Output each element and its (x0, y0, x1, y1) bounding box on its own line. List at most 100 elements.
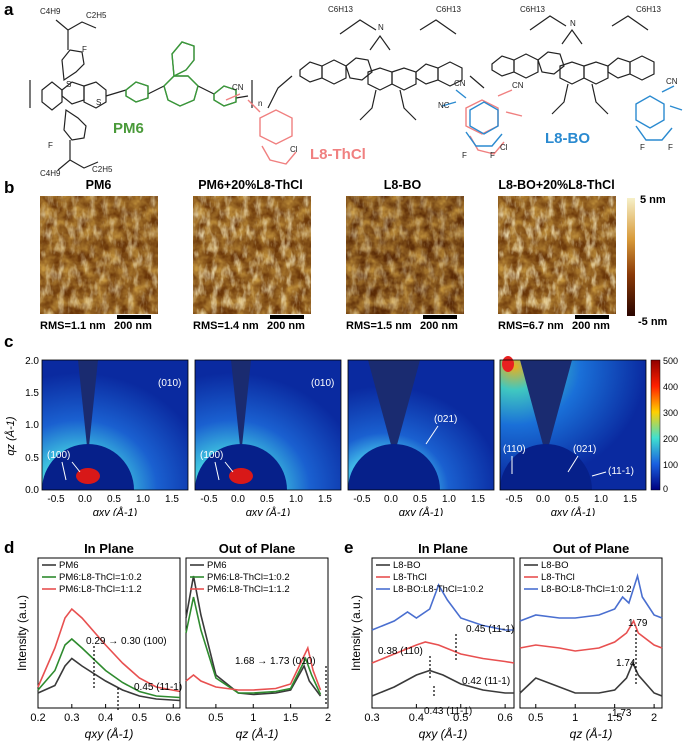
giwaxs-cbar-tick: 300 (663, 408, 678, 418)
x-axis-label: qxy (Å-1) (85, 726, 134, 741)
line-chart-2: In Plane 0.3 0.4 0.5 0.6 qxy (Å-1) Intensity (… (349, 541, 515, 741)
giwaxs-cbar-tick: 400 (663, 382, 678, 392)
panel-label-b: b (4, 178, 15, 197)
afm-image-pm6-thcl (193, 196, 311, 314)
giwaxs-ylabel: qz (Å-1) (4, 416, 17, 455)
x-tick-label: 0.5 (132, 712, 147, 724)
chart-title: Out of Plane (553, 541, 630, 556)
afm-colorbar (627, 198, 635, 316)
series-line (185, 645, 322, 691)
thcl-cn-label: CN (512, 81, 524, 90)
peak-annotations: 0.29 → 0.30 (100) 0.45 (11-1) 1.68 → 1.73 … (86, 618, 648, 719)
series-line (371, 583, 514, 631)
peak-annotation: 0.42 (11-1) (462, 676, 510, 687)
x-tick-label: 0.5 (528, 712, 543, 724)
scale-bar-label: 200 nm (420, 320, 458, 332)
bo-f-label: F (640, 143, 645, 152)
rms-label: RMS=1.5 nm (346, 320, 412, 332)
thcl-hexyl-label: C6H13 (436, 5, 461, 14)
molecule-name-l8-bo: L8-BO (545, 130, 590, 147)
giwaxs-xtick: 0.5 (565, 494, 579, 505)
afm-image-l8-bo-thcl (498, 196, 616, 314)
thcl-n-label: N (378, 23, 384, 32)
legend-label: L8-BO (541, 560, 568, 571)
plot-frame (37, 557, 181, 709)
giwaxs-peak-label: (110) (503, 444, 526, 455)
legend-label: PM6:L8-ThCl=1:0.2 (207, 572, 290, 583)
thcl-cl-label: Cl (290, 145, 298, 154)
bo-cn-label: CN (454, 79, 466, 88)
peak-annotation: 1.73 (612, 708, 632, 719)
giwaxs-xlabel: qxy (Å-1) (399, 506, 444, 516)
giwaxs-xtick: 0.0 (536, 494, 550, 505)
giwaxs-xtick: 1.5 (471, 494, 485, 505)
x-axis-label: qxy (Å-1) (419, 726, 468, 741)
series-line (185, 596, 322, 695)
giwaxs-xtick: 1.5 (623, 494, 637, 505)
giwaxs-xtick: 1.0 (442, 494, 456, 505)
line-charts: In Plane 0.2 0.3 0.4 0.5 0.6 qxy (Å-1) Intensit… (15, 541, 663, 741)
x-tick-label: 0.5 (453, 712, 468, 724)
series-line (519, 572, 663, 622)
rms-label: RMS=1.1 nm (40, 320, 106, 332)
afm-title: L8-BO (383, 178, 422, 192)
giwaxs-colorbar (650, 359, 661, 491)
x-axis-label: qz (Å-1) (236, 726, 279, 741)
giwaxs-ytick: 0.5 (25, 453, 39, 464)
giwaxs-panel: 500 400 300 200 100 0 0.0 0.5 1.0 1.5 2.… (4, 356, 678, 516)
pm6-subscript-n: n (258, 99, 262, 108)
y-axis-label: Intensity (a.u.) (15, 595, 29, 671)
x-tick-label: 0.4 (98, 712, 113, 724)
giwaxs-peak-label: (100) (47, 450, 70, 461)
pm6-butyl-label: C4H9 (40, 7, 61, 16)
chemical-structures: S S F F C4H9 C2H5 C4H9 C2H5 n C6H13 C6H1… (29, 5, 683, 178)
giwaxs-xtick: 1.0 (594, 494, 608, 505)
legend-label: PM6:L8-ThCl=1:1.2 (59, 584, 142, 595)
bo-n-label: N (570, 19, 576, 28)
scale-bar-label: 200 nm (114, 320, 152, 332)
peak-annotation: 0.45 (11-1) (134, 682, 182, 693)
legend-label: PM6:L8-ThCl=1:1.2 (207, 584, 290, 595)
legend-label: L8-BO:L8-ThCl=1:0.2 (541, 584, 632, 595)
giwaxs-xtick: 0.0 (231, 494, 245, 505)
x-tick-label: 0.2 (30, 712, 45, 724)
thcl-hexyl-label: C6H13 (328, 5, 353, 14)
panel-label-c: c (4, 332, 14, 351)
thcl-cl-label: Cl (500, 143, 508, 152)
x-tick-label: 1 (250, 712, 256, 724)
afm-title: PM6 (85, 178, 112, 192)
giwaxs-xtick: 0.5 (413, 494, 427, 505)
giwaxs-xtick: -0.5 (505, 494, 523, 505)
x-axis-label: qz (Å-1) (570, 726, 613, 741)
bo-f-label: F (668, 143, 673, 152)
x-tick-label: 2 (325, 712, 331, 724)
molecule-name-pm6: PM6 (113, 120, 144, 137)
series-line (371, 669, 514, 697)
line-chart-0: In Plane 0.2 0.3 0.4 0.5 0.6 qxy (Å-1) Intensit… (15, 541, 181, 741)
series-line (37, 657, 181, 702)
giwaxs-ytick: 2.0 (25, 356, 39, 367)
pm6-butyl-label: C4H9 (40, 169, 61, 178)
scale-bar (270, 315, 304, 319)
scale-bar (423, 315, 457, 319)
panel-label-d: d (4, 538, 15, 557)
giwaxs-xtick: 0.0 (78, 494, 92, 505)
panel-label-e: e (344, 538, 354, 557)
chart-title: In Plane (418, 541, 468, 556)
giwaxs-xtick: 0.5 (260, 494, 274, 505)
afm-image-pm6 (40, 196, 158, 314)
pm6-ethyl-label: C2H5 (86, 11, 107, 20)
x-tick-label: 0.5 (208, 712, 223, 724)
giwaxs-xtick: 0.0 (384, 494, 398, 505)
legend-label: L8-BO:L8-ThCl=1:0.2 (393, 584, 484, 595)
bo-cn-label: CN (666, 77, 678, 86)
scale-bar (117, 315, 151, 319)
giwaxs-map-l8-bo (348, 360, 494, 490)
peak-annotation: 0.45 (11-1) (466, 624, 514, 635)
plot-frame (519, 557, 663, 709)
x-tick-label: 1.5 (607, 712, 622, 724)
legend-label: PM6:L8-ThCl=1:0.2 (59, 572, 142, 583)
giwaxs-peak-label: (021) (434, 414, 457, 425)
giwaxs-ytick: 1.0 (25, 420, 39, 431)
